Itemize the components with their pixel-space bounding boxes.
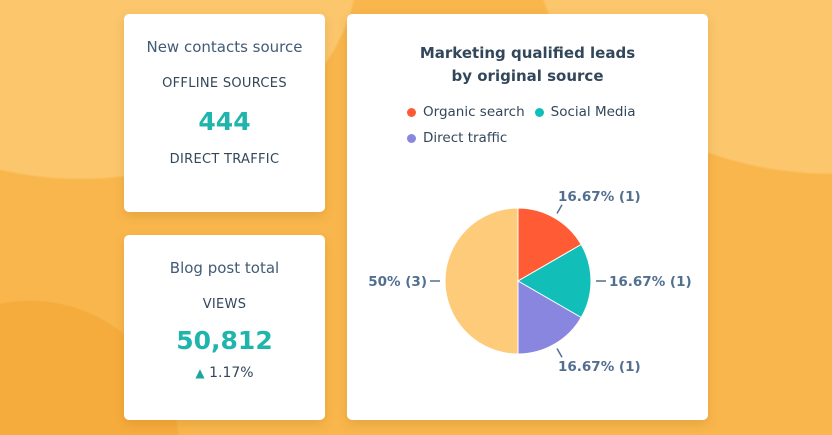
chart-legend: Organic search Social Media Direct traffic [407,104,667,156]
views-label: VIEWS [202,297,247,312]
offline-sources-label: OFFLINE SOURCES [162,76,287,91]
slice-data-label: 50% (3) [368,274,427,290]
views-value: 50,812 [176,326,273,355]
pie-slice [516,243,592,319]
label-leader-line [556,204,563,214]
legend-label: Social Media [550,104,636,120]
legend-item: Organic search [407,104,525,120]
chart-title: Marketing qualified leads by original so… [419,44,636,85]
slice-data-label: 16.67% (1) [609,274,692,290]
pie-slice [444,207,519,355]
slice-data-label: 16.67% (1) [558,359,641,375]
legend-item: Social Media [534,104,636,120]
legend-dot [534,107,544,117]
direct-traffic-label: DIRECT TRAFFIC [169,152,280,167]
card-title: New contacts source [146,38,303,56]
legend-label: Direct traffic [423,130,508,146]
legend-label: Organic search [423,104,525,120]
label-leader-line [556,348,563,358]
pie-slice [517,280,582,355]
triangle-up-icon: ▲ [195,366,205,380]
blog-post-card: Blog post total VIEWS 50,812 ▲ 1.17% [124,235,325,420]
slice-data-label: 16.67% (1) [558,189,641,205]
card-title: Blog post total [169,259,280,277]
pie-slice [517,207,582,282]
legend-dot [407,133,416,143]
mql-chart-card: Marketing qualified leads by original so… [347,14,708,420]
legend-item: Direct traffic [407,130,507,146]
legend-dot [407,107,416,117]
change-value: 1.17% [209,365,254,381]
new-contacts-card: New contacts source OFFLINE SOURCES 444 … [124,14,325,212]
change-row: ▲ 1.17% [124,365,325,381]
pie-chart: 16.67% (1) 16.67% (1) 16.67% (1) 50% (3) [368,189,692,375]
contacts-value: 444 [198,107,251,136]
